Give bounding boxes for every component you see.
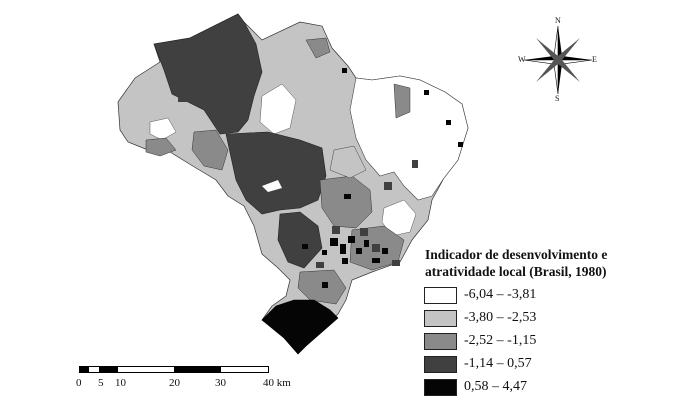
legend-swatch bbox=[424, 356, 457, 373]
region-north-low bbox=[259, 83, 297, 135]
scale-segment bbox=[99, 367, 118, 372]
region-acre bbox=[145, 137, 177, 157]
scale-segment bbox=[221, 367, 268, 372]
scale-segment bbox=[174, 367, 221, 372]
legend-range: -6,04 – -3,81 bbox=[464, 287, 537, 302]
region-ne-gray bbox=[393, 83, 411, 119]
legend-range: -3,80 – -2,53 bbox=[464, 310, 537, 325]
legend-swatch bbox=[424, 379, 457, 396]
compass-e: E bbox=[592, 55, 597, 64]
region-northeast-low bbox=[349, 75, 469, 201]
scale-label: 40 km bbox=[263, 377, 291, 389]
scale-label: 0 bbox=[76, 377, 82, 389]
scale-bar bbox=[79, 366, 269, 373]
legend-range: -1,14 – 0,57 bbox=[464, 356, 532, 371]
urban-clusters bbox=[302, 68, 463, 288]
region-mato-grosso bbox=[225, 131, 327, 215]
legend-swatch bbox=[424, 333, 457, 350]
legend-swatch bbox=[424, 287, 457, 304]
legend-title: Indicador de desenvolvimento e atrativid… bbox=[425, 246, 607, 280]
dark-patches bbox=[178, 94, 418, 268]
region-rondonia bbox=[191, 129, 229, 171]
scale-label: 10 bbox=[115, 377, 126, 389]
scale-label: 30 bbox=[215, 377, 226, 389]
region-central bbox=[319, 175, 373, 229]
scale-segment bbox=[118, 367, 174, 372]
region-roraima bbox=[305, 37, 331, 59]
region-pantanal-low bbox=[262, 180, 282, 192]
compass-star-icon bbox=[523, 25, 593, 95]
compass-s: S bbox=[555, 94, 560, 103]
scale-segment bbox=[80, 367, 89, 372]
legend-title-line2: atratividade local (Brasil, 1980) bbox=[425, 264, 607, 279]
region-west-low bbox=[149, 117, 177, 141]
region-ms bbox=[277, 211, 323, 269]
compass-rose: N S E W bbox=[518, 16, 597, 103]
compass-w: W bbox=[518, 55, 526, 64]
scale-label: 20 bbox=[169, 377, 180, 389]
region-tocantins bbox=[329, 145, 367, 179]
legend-swatch bbox=[424, 310, 457, 327]
legend-range: -2,52 – -1,15 bbox=[464, 333, 537, 348]
compass-n: N bbox=[555, 16, 561, 25]
region-rs bbox=[261, 299, 339, 355]
scale-segment bbox=[89, 367, 99, 372]
scale-label: 5 bbox=[98, 377, 104, 389]
region-south-low bbox=[381, 199, 417, 237]
legend-title-line1: Indicador de desenvolvimento e bbox=[425, 247, 608, 262]
legend-range: 0,58 – 4,47 bbox=[464, 379, 527, 394]
